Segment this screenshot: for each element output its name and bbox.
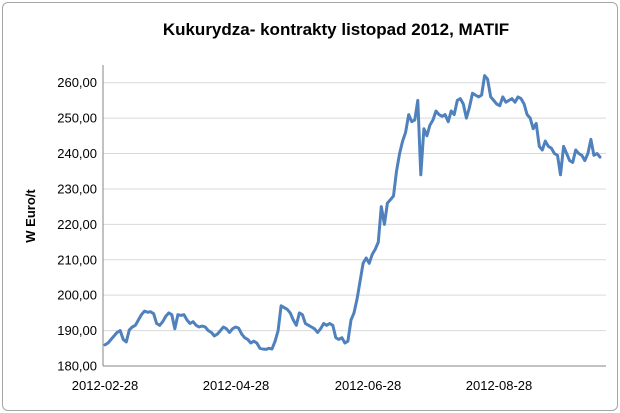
y-tick-label: 200,00	[57, 288, 97, 303]
y-tick-label: 240,00	[57, 146, 97, 161]
y-axis-label: W Euro/t	[23, 189, 38, 243]
y-tick-label: 250,00	[57, 111, 97, 126]
series-line	[103, 74, 602, 351]
y-tick-labels: 180,00 190,00 200,00 210,00 220,00 230,00 240,…	[57, 75, 97, 373]
y-tick-label: 180,00	[57, 359, 97, 374]
x-tick-label: 2012-06-28	[335, 378, 402, 393]
y-tick-label: 190,00	[57, 323, 97, 338]
y-tick-label: 210,00	[57, 252, 97, 267]
x-tick-label: 2012-02-28	[72, 378, 139, 393]
x-tick-label: 2012-08-28	[466, 378, 533, 393]
y-tick-label: 230,00	[57, 181, 97, 196]
x-tick-label: 2012-04-28	[203, 378, 270, 393]
series-group	[103, 74, 602, 351]
gridlines	[103, 82, 606, 332]
x-tick-labels: 2012-02-28 2012-04-28 2012-06-28 2012-08-28	[72, 378, 533, 393]
y-tick-label: 260,00	[57, 75, 97, 90]
chart-title: Kukurydza- kontrakty listopad 2012, MATI…	[163, 20, 509, 39]
y-tick-label: 220,00	[57, 217, 97, 232]
